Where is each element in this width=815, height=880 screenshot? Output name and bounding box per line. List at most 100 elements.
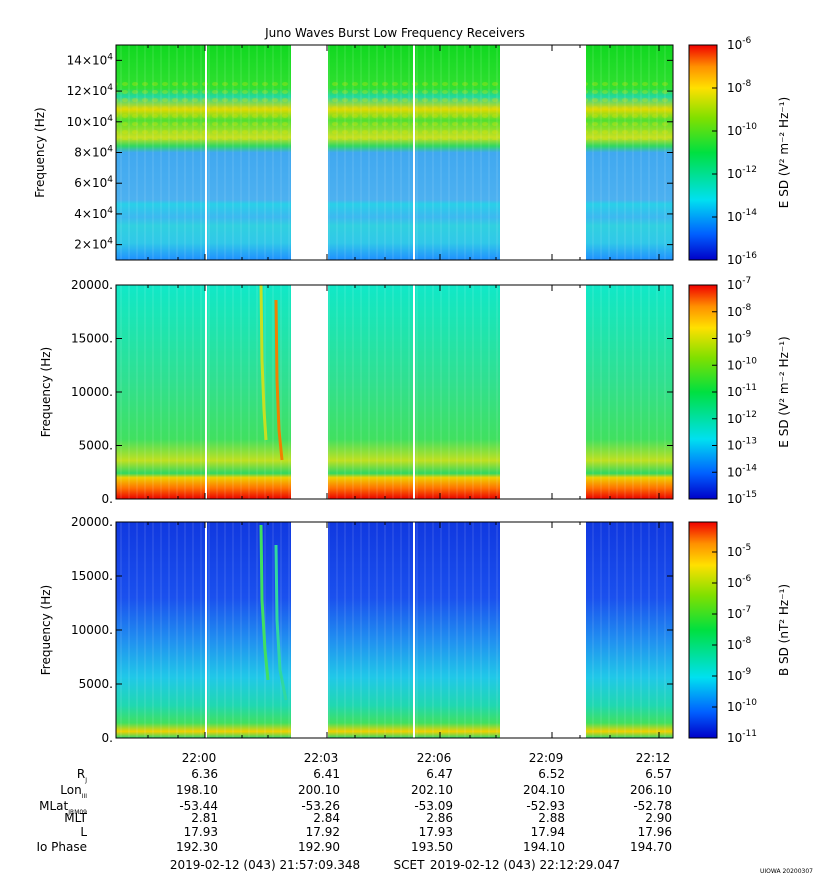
colorbar-tick-label: 10-6 bbox=[727, 36, 752, 52]
colorbar-tick-label: 10-7 bbox=[727, 276, 751, 292]
ephemeris-value: 17.92 bbox=[306, 825, 340, 839]
colorbar-tick-label: 10-9 bbox=[727, 667, 752, 683]
colorbar-tick-label: 10-14 bbox=[727, 463, 757, 479]
colorbar-tick-label: 10-15 bbox=[727, 490, 757, 506]
colorbar-tick-label: 10-16 bbox=[727, 251, 757, 267]
ephemeris-value: 204.10 bbox=[523, 783, 565, 797]
colorbar-tick-label: 10-10 bbox=[727, 122, 757, 138]
ephemeris-label: Io Phase bbox=[36, 840, 87, 854]
x-tick-label: 22:03 bbox=[304, 751, 339, 765]
y-tick-label: 14×104 bbox=[67, 52, 114, 67]
y-tick-label: 6×104 bbox=[74, 175, 113, 190]
colorbar-tick-label: 10-10 bbox=[727, 698, 757, 714]
ephemeris-value: 194.70 bbox=[630, 840, 672, 854]
y-tick-label: 8×104 bbox=[74, 145, 113, 160]
ephemeris-value: 2.86 bbox=[426, 811, 453, 825]
burst-emission bbox=[259, 284, 268, 441]
panel-magnetic-low: 0. 5000. 10000. 15000. 20000. Frequency (Hz) 1… bbox=[39, 515, 791, 745]
colorbar-tick-label: 10-5 bbox=[727, 543, 751, 559]
colorbar: 10-6 10-8 10-10 10-12 10-14 10-16 E SD (V² m⁻²… bbox=[688, 36, 791, 267]
chart-title: Juno Waves Burst Low Frequency Receivers bbox=[264, 26, 525, 40]
colorbar-tick-label: 10-11 bbox=[727, 729, 757, 745]
y-tick-label: 15000. bbox=[71, 569, 113, 583]
y-tick-label: 15000. bbox=[71, 332, 113, 346]
y-axis-label: Frequency (Hz) bbox=[39, 585, 53, 676]
x-tick-label: 22:06 bbox=[417, 751, 452, 765]
ephemeris-value: 194.10 bbox=[523, 840, 565, 854]
colorbar-tick-label: 10-10 bbox=[727, 356, 757, 372]
ephemeris-value: 192.90 bbox=[298, 840, 340, 854]
colorbar-tick-label: 10-8 bbox=[727, 303, 752, 319]
panel-electric-low: 0. 5000. 10000. 15000. 20000. Frequency (Hz) 1… bbox=[39, 276, 791, 506]
ephemeris-value: 193.50 bbox=[411, 840, 453, 854]
colorbar-gradient bbox=[688, 521, 718, 739]
colorbar-gradient bbox=[688, 44, 718, 261]
y-tick-label: 4×104 bbox=[74, 206, 113, 221]
ephemeris-value: 200.10 bbox=[298, 783, 340, 797]
ephemeris-value: -53.26 bbox=[301, 799, 340, 813]
ephemeris-value: 6.57 bbox=[645, 767, 672, 781]
ephemeris-value: 17.93 bbox=[419, 825, 453, 839]
colorbar-gradient bbox=[688, 284, 718, 500]
ephemeris-label: MLT bbox=[64, 811, 87, 825]
colorbar-tick-label: 10-8 bbox=[727, 79, 752, 95]
ephemeris-value: 192.30 bbox=[176, 840, 218, 854]
colorbar-label: E SD (V² m⁻² Hz⁻¹) bbox=[777, 97, 791, 208]
texture-overlay bbox=[586, 285, 673, 499]
burst-emission bbox=[259, 524, 270, 681]
scet-end: 2019-02-12 (043) 22:12:29.047 bbox=[430, 858, 620, 872]
ephemeris-value: -53.09 bbox=[414, 799, 453, 813]
colorbar-tick-label: 10-7 bbox=[727, 605, 751, 621]
ephemeris-value: 2.90 bbox=[645, 811, 672, 825]
colorbar-tick-label: 10-11 bbox=[727, 383, 757, 399]
texture-overlay bbox=[586, 45, 673, 260]
texture-overlay bbox=[116, 45, 291, 260]
ephemeris-value: 198.10 bbox=[176, 783, 218, 797]
ephemeris-value: 6.36 bbox=[191, 767, 218, 781]
y-tick-label: 5000. bbox=[79, 439, 113, 453]
y-tick-label: 5000. bbox=[79, 677, 113, 691]
colorbar: 10-7 10-8 10-9 10-10 10-11 10-12 10-13 10-14 10-… bbox=[688, 276, 791, 506]
colorbar-tick-label: 10-14 bbox=[727, 208, 757, 224]
y-tick-label: 10000. bbox=[71, 623, 113, 637]
colorbar-label: B SD (nT² Hz⁻¹) bbox=[777, 584, 791, 676]
x-tick-label: 22:12 bbox=[636, 751, 671, 765]
ephemeris-value: 17.93 bbox=[184, 825, 218, 839]
burst-emission bbox=[274, 299, 284, 461]
colorbar: 10-5 10-6 10-7 10-8 10-9 10-10 10-11 B SD (nT² … bbox=[688, 521, 791, 745]
ephemeris-value: 2.81 bbox=[191, 811, 218, 825]
colorbar-tick-label: 10-12 bbox=[727, 410, 757, 426]
ephemeris-label: MLatJRM09 bbox=[39, 799, 87, 816]
colorbar-tick-label: 10-8 bbox=[727, 636, 752, 652]
x-tick-label: 22:09 bbox=[529, 751, 564, 765]
ephemeris-value: 6.52 bbox=[538, 767, 565, 781]
y-tick-label: 20000. bbox=[71, 278, 113, 292]
colorbar-tick-label: 10-6 bbox=[727, 574, 752, 590]
emission-band bbox=[116, 80, 291, 140]
y-axis-label: Frequency (Hz) bbox=[39, 347, 53, 438]
panel-electric-high: 2×104 4×104 6×104 8×104 10×104 12×104 14×104 Fr… bbox=[33, 36, 791, 267]
y-tick-label: 0. bbox=[102, 731, 113, 745]
y-tick-label: 12×104 bbox=[67, 83, 114, 98]
ephemeris-value: 6.41 bbox=[313, 767, 340, 781]
ephemeris-value: -52.93 bbox=[526, 799, 565, 813]
y-tick-label: 10000. bbox=[71, 385, 113, 399]
colorbar-tick-label: 10-9 bbox=[727, 330, 752, 346]
ephemeris-value: 6.47 bbox=[426, 767, 453, 781]
ephemeris-value: -53.44 bbox=[179, 799, 218, 813]
ephemeris-label: RJ bbox=[77, 767, 87, 784]
ephemeris-value: 17.94 bbox=[531, 825, 565, 839]
emission-band bbox=[586, 80, 673, 140]
ephemeris-value: -52.78 bbox=[633, 799, 672, 813]
x-tick-label: 22:00 bbox=[182, 751, 217, 765]
colorbar-label: E SD (V² m⁻² Hz⁻¹) bbox=[777, 336, 791, 447]
scet-start: 2019-02-12 (043) 21:57:09.348 bbox=[170, 858, 360, 872]
colorbar-tick-label: 10-12 bbox=[727, 165, 757, 181]
scet-label: SCET bbox=[394, 858, 426, 872]
ephemeris-label: LonIII bbox=[60, 783, 87, 800]
ephemeris-value: 2.84 bbox=[313, 811, 340, 825]
y-axis-label: Frequency (Hz) bbox=[33, 107, 47, 198]
ephemeris-value: 2.88 bbox=[538, 811, 565, 825]
ephemeris-label: L bbox=[80, 825, 87, 839]
